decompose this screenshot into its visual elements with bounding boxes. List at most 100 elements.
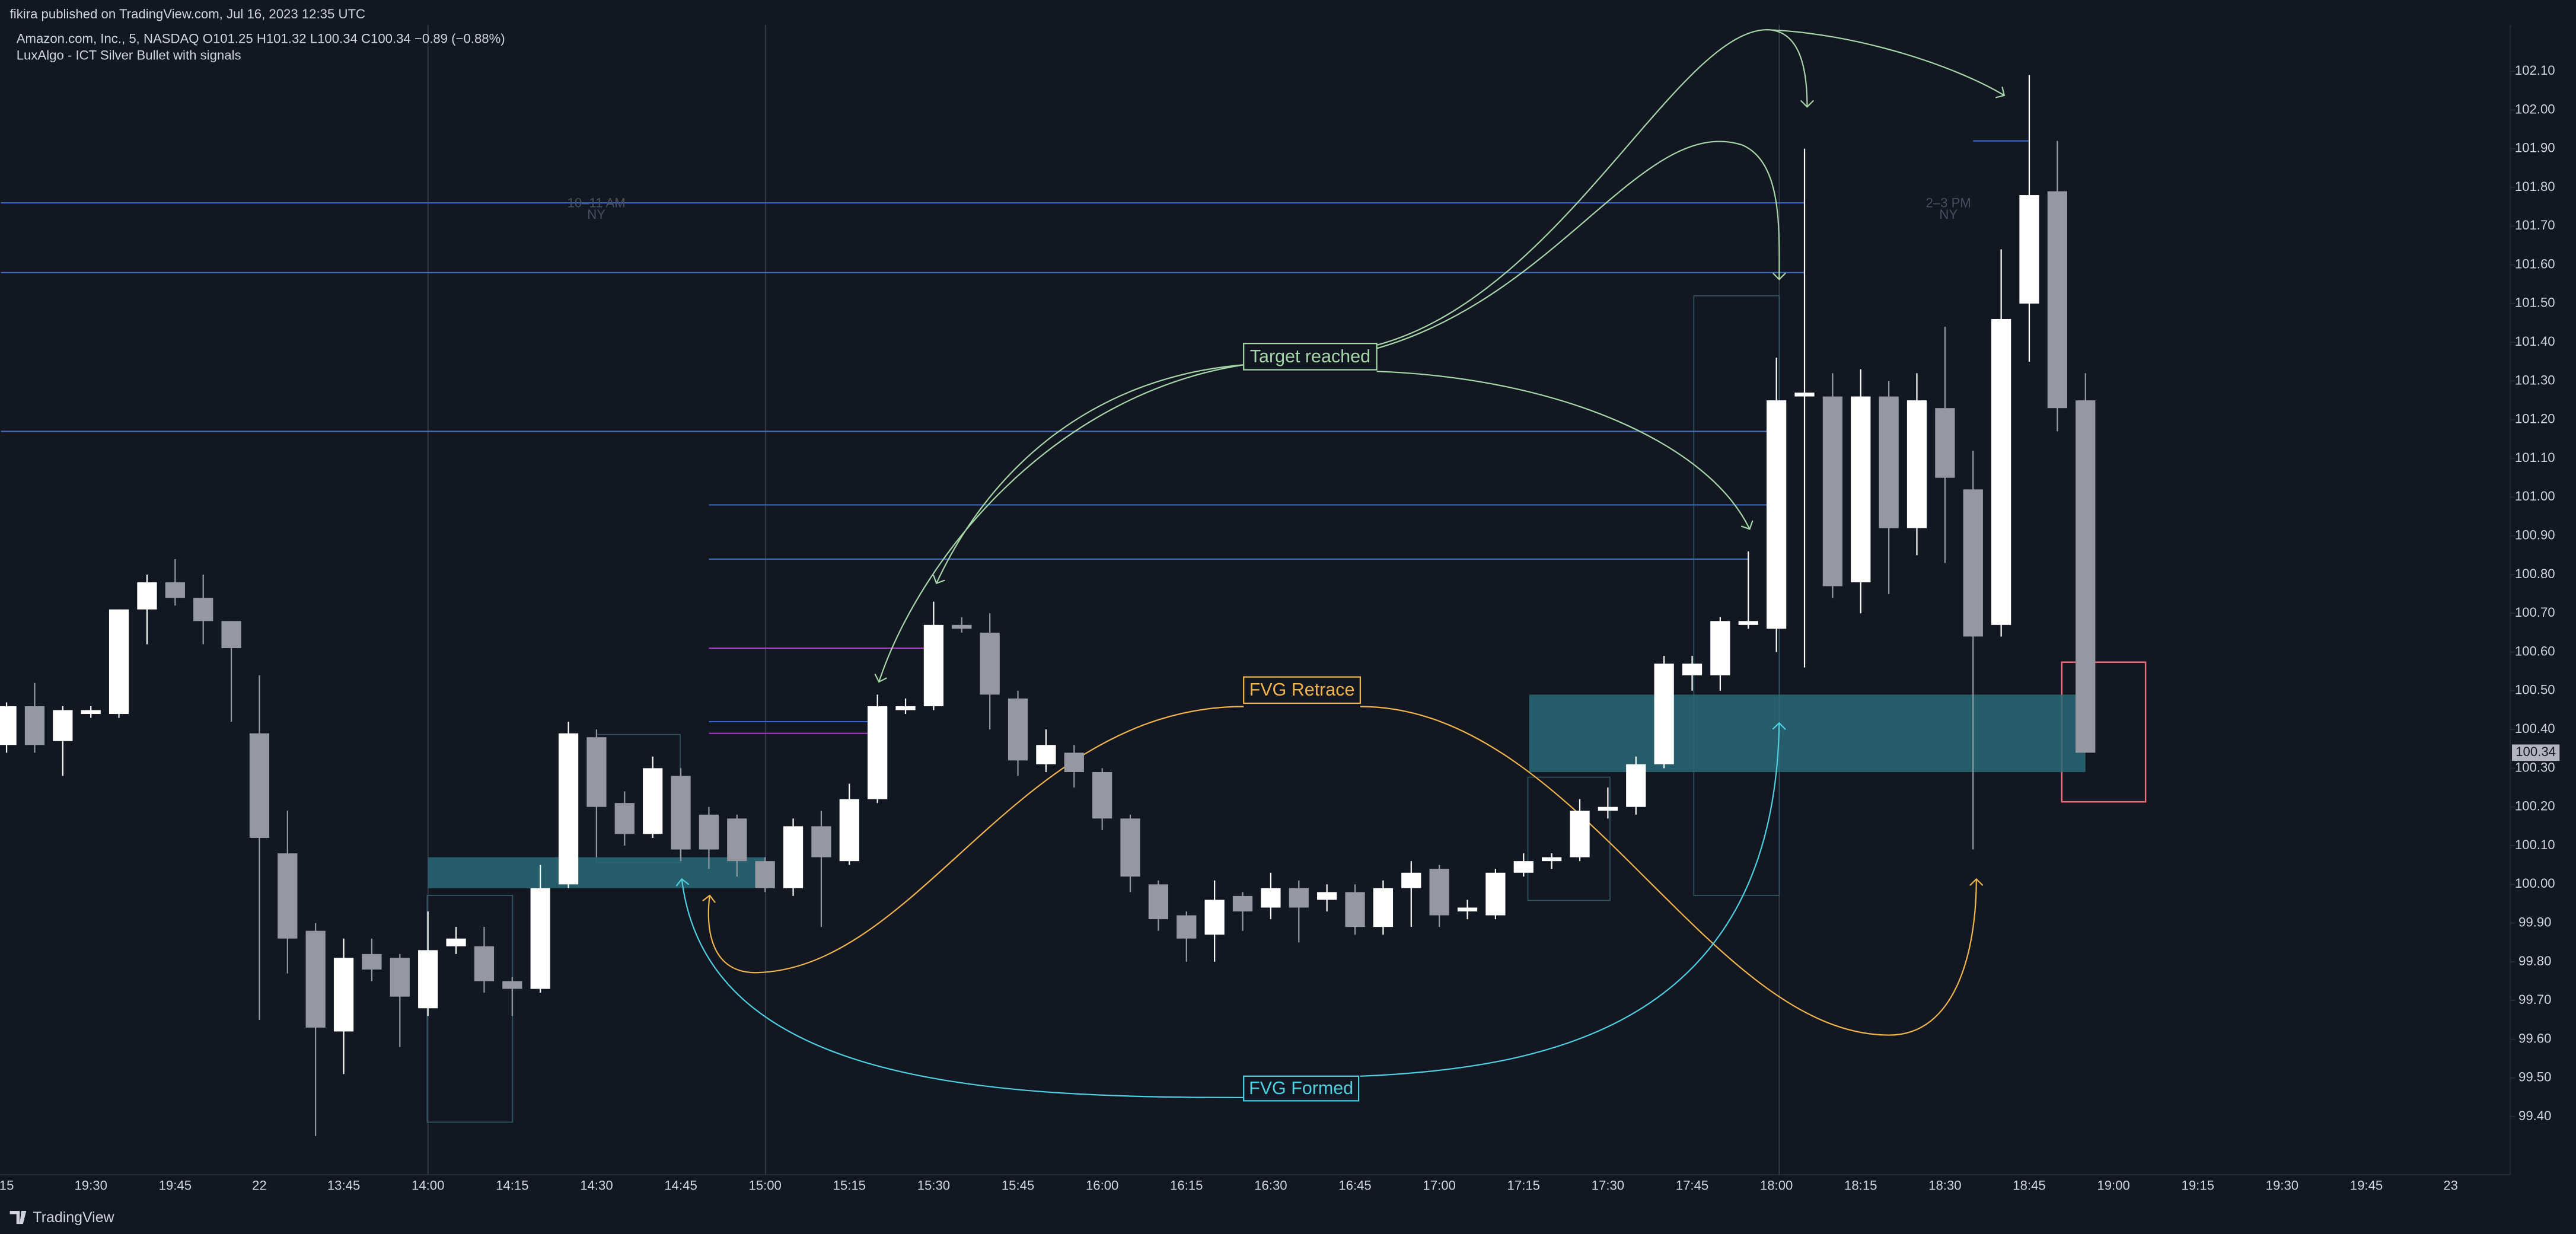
x-tick-label: 14:00 <box>412 1178 444 1192</box>
arrow <box>1766 28 2004 95</box>
candle-body <box>1036 745 1056 764</box>
candle-body <box>868 706 888 799</box>
y-tick-label: 101.40 <box>2515 334 2555 349</box>
arrow <box>709 706 1244 974</box>
candle-body <box>614 803 635 834</box>
x-tick-label: 18:00 <box>1760 1178 1793 1192</box>
x-tick-label: 16:45 <box>1338 1178 1371 1192</box>
candle-body <box>1822 396 1843 586</box>
y-tick-label: 102.10 <box>2515 63 2555 78</box>
y-tick-label: 99.90 <box>2518 914 2551 929</box>
x-tick-label: 19:30 <box>74 1178 107 1192</box>
x-tick-label: 18:30 <box>1928 1178 1961 1192</box>
range-box <box>1527 776 1611 901</box>
candle-body <box>923 624 944 706</box>
candle-body <box>643 768 663 834</box>
candle-body <box>1373 888 1394 927</box>
candle-body <box>137 582 157 610</box>
candle-body <box>1598 806 1618 811</box>
x-tick-label: 17:45 <box>1676 1178 1708 1192</box>
fvg-zone <box>428 857 766 888</box>
annotation: FVG Retrace <box>1249 680 1355 700</box>
y-tick-label: 101.70 <box>2515 218 2555 232</box>
published: fikira published on TradingView.com, Jul… <box>10 7 365 21</box>
candle-body <box>1289 888 1309 908</box>
session-label: 2–3 PM <box>1926 196 1971 211</box>
candle-body <box>1261 888 1281 908</box>
candle-body <box>1879 396 1899 528</box>
candle-body <box>1654 664 1674 764</box>
y-tick-label: 99.70 <box>2518 992 2551 1007</box>
arrow <box>1360 723 1779 1077</box>
y-tick-label: 99.40 <box>2518 1108 2551 1123</box>
session-zone: NY <box>587 207 605 222</box>
candle-body <box>1485 872 1506 916</box>
candle-body <box>390 958 410 997</box>
candle-body <box>24 706 45 745</box>
y-tick-label: 100.50 <box>2515 683 2555 697</box>
session-label: 10–11 AM <box>568 196 626 211</box>
x-tick-label: 14:45 <box>664 1178 697 1192</box>
candle-body <box>811 826 831 857</box>
info-line: Amazon.com, Inc., 5, NASDAQ O101.25 H101… <box>17 31 505 46</box>
candle-body <box>305 930 326 1028</box>
candle-body <box>1767 400 1787 629</box>
candle-body <box>2047 191 2068 409</box>
candle-body <box>1570 811 1590 857</box>
candle-body <box>1851 396 1871 583</box>
candle-body <box>249 733 270 838</box>
y-tick-label: 100.60 <box>2515 643 2555 658</box>
x-tick-label: 18:15 <box>1844 1178 1877 1192</box>
candle-body <box>1794 393 1815 397</box>
candle-body <box>109 609 129 715</box>
y-tick-label: 101.20 <box>2515 412 2555 426</box>
brand: TradingView <box>33 1209 114 1226</box>
arrow <box>1376 141 1780 349</box>
x-tick-label: 19:30 <box>2266 1178 2298 1192</box>
candle-body <box>1429 869 1449 916</box>
candle-body <box>1232 895 1253 912</box>
arrows <box>682 28 2004 1098</box>
arrow <box>936 364 1244 583</box>
annotation-box <box>1243 676 1362 704</box>
y-tick-label: 100.30 <box>2515 760 2555 774</box>
footer <box>0 1201 2576 1234</box>
candle-body <box>1963 489 1983 637</box>
candle-body <box>1738 621 1758 625</box>
x-tick-label: 16:30 <box>1254 1178 1287 1192</box>
candle-body <box>1710 621 1730 675</box>
candle-body <box>1064 752 1084 772</box>
y-tick-label: 100.00 <box>2515 876 2555 891</box>
candles <box>0 75 2096 1136</box>
candle-body <box>671 776 691 850</box>
candle-body <box>1935 408 1955 478</box>
annotation: Target reached <box>1250 346 1370 366</box>
candle-body <box>1148 884 1169 920</box>
y-tick-label: 100.20 <box>2515 799 2555 814</box>
candle-body <box>221 621 241 649</box>
candle-body <box>1907 400 1927 528</box>
candle-body <box>1317 892 1337 900</box>
candle-body <box>333 958 354 1032</box>
candle-body <box>783 826 804 888</box>
y-tick-label: 101.80 <box>2515 179 2555 194</box>
candle-body <box>586 737 607 807</box>
annotation: FVG Formed <box>1249 1078 1353 1098</box>
candle-body <box>165 582 185 598</box>
candle-body <box>278 853 298 939</box>
x-tick-label: 17:00 <box>1423 1178 1455 1192</box>
indicator: LuxAlgo - ICT Silver Bullet with signals <box>17 47 241 62</box>
candle-body <box>1626 764 1646 807</box>
candle-body <box>1177 915 1197 939</box>
arrow <box>682 879 1244 1098</box>
x-tick-label: 19:00 <box>2097 1178 2129 1192</box>
y-tick-label: 99.60 <box>2518 1031 2551 1045</box>
y-tick-label: 100.70 <box>2515 605 2555 620</box>
x-tick-label: 19:45 <box>159 1178 192 1192</box>
x-tick-label: 19:45 <box>2350 1178 2383 1192</box>
candle-body <box>699 814 719 850</box>
y-tick-label: 101.50 <box>2515 295 2555 310</box>
candle-body <box>895 706 916 710</box>
